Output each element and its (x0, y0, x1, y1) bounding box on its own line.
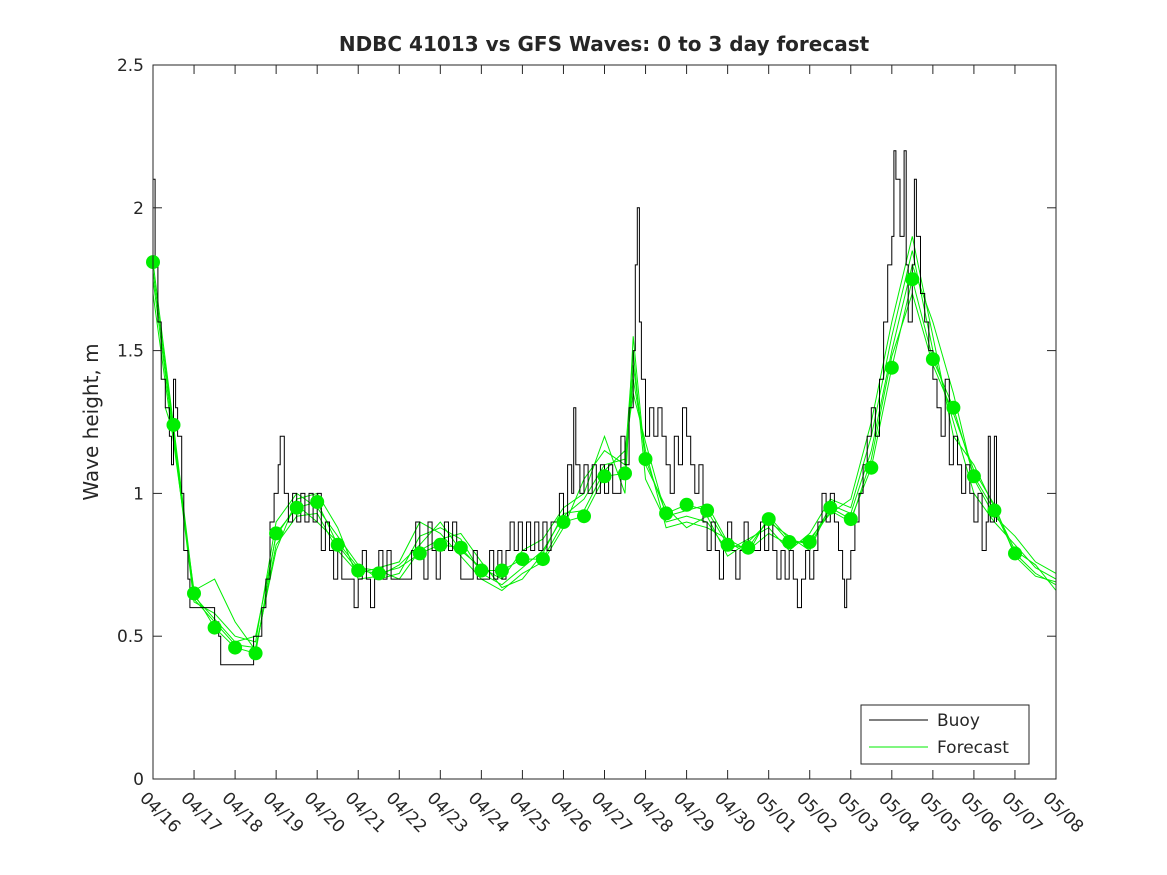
forecast-marker (638, 452, 653, 467)
axes-background (153, 65, 1056, 779)
forecast-run-line-2 (152, 250, 1057, 643)
forecast-marker (515, 552, 530, 567)
forecast-marker (556, 515, 571, 529)
legend-forecast-label: Forecast (937, 738, 1009, 758)
forecast-marker (289, 500, 304, 515)
forecast-marker (843, 512, 858, 527)
buoy-line (153, 150, 997, 666)
forecast-run-line-5 (164, 291, 1057, 643)
y-tick-label: 0 (133, 770, 144, 790)
forecast-marker (659, 506, 674, 521)
forecast-marker (597, 469, 612, 484)
buoy-series-line (153, 150, 997, 666)
forecast-marker (433, 537, 448, 552)
forecast-marker (700, 503, 715, 518)
forecast-marker (310, 495, 325, 509)
forecast-marker (802, 535, 817, 549)
forecast-run-line-4 (152, 263, 1057, 649)
forecast-marker (166, 417, 181, 432)
y-tick-label: 1 (133, 484, 144, 504)
forecast-marker (618, 466, 632, 481)
chart-title: NDBC 41013 vs GFS Waves: 0 to 3 day fore… (339, 32, 870, 56)
forecast-lines (152, 236, 1057, 654)
forecast-marker (351, 563, 366, 578)
forecast-marker (474, 563, 489, 578)
legend-box (860, 704, 1030, 765)
forecast-marker (187, 586, 201, 601)
legend: Buoy Forecast (860, 704, 1030, 765)
forecast-marker (884, 360, 899, 375)
forecast-marker (248, 646, 263, 661)
y-tick-label: 2 (133, 199, 144, 219)
y-tick-label: 0.5 (117, 627, 144, 647)
forecast-marker (269, 526, 284, 541)
forecast-marker (207, 620, 222, 635)
forecast-marker (494, 563, 509, 578)
forecast-marker (987, 503, 1002, 518)
legend-buoy-label: Buoy (937, 711, 980, 731)
forecast-marker (925, 352, 940, 367)
forecast-marker (864, 460, 879, 475)
forecast-marker (577, 509, 591, 524)
forecast-marker (782, 535, 797, 549)
forecast-marker (761, 512, 776, 527)
forecast-marker (535, 552, 550, 567)
y-tick-label: 2.5 (117, 56, 144, 76)
forecast-marker (720, 537, 735, 552)
forecast-marker (966, 469, 981, 484)
forecast-marker (453, 540, 468, 555)
forecast-marker (905, 272, 920, 287)
forecast-marker (228, 640, 243, 655)
forecast-marker (1008, 546, 1022, 561)
y-axis-label: Wave height, m (79, 343, 103, 500)
forecast-marker (330, 537, 345, 552)
forecast-run-line-3 (152, 236, 1057, 652)
forecast-marker (823, 500, 838, 515)
y-tick-label: 1.5 (117, 342, 144, 362)
forecast-marker (412, 546, 427, 561)
forecast-marker (741, 540, 756, 555)
forecast-marker (371, 566, 386, 581)
y-axis-ticks: 0 0.5 1 1.5 2 2.5 (117, 56, 1056, 790)
forecast-marker (946, 400, 961, 415)
forecast-marker (679, 497, 694, 512)
forecast-markers (146, 255, 1022, 661)
